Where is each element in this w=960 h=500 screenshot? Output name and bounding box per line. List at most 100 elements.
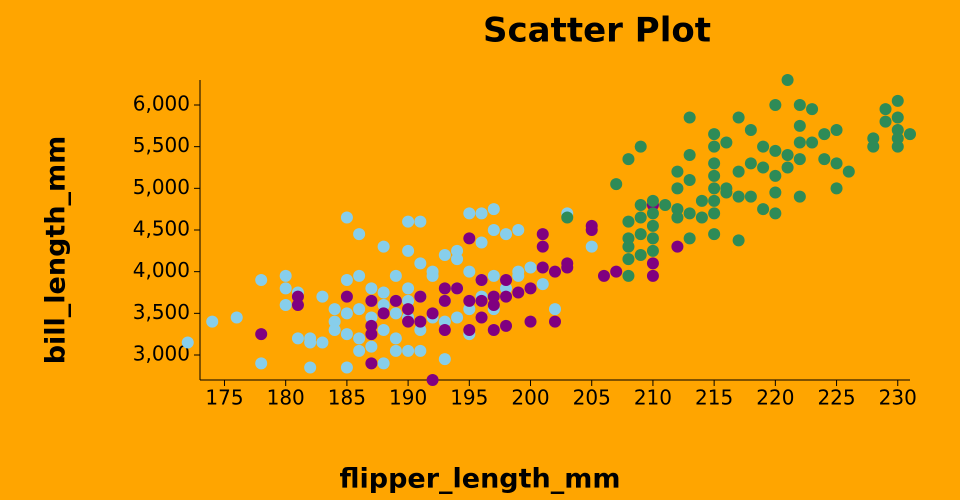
point xyxy=(340,274,353,286)
point xyxy=(536,278,549,291)
point xyxy=(634,228,647,241)
point xyxy=(867,140,880,153)
point xyxy=(487,324,500,336)
point xyxy=(475,311,488,324)
chart-title: Scatter Plot xyxy=(483,11,711,51)
point xyxy=(414,315,427,328)
x-tick-label: 180 xyxy=(267,386,305,410)
point xyxy=(500,282,513,295)
point xyxy=(671,240,684,253)
point xyxy=(732,165,745,178)
x-tick-label: 220 xyxy=(756,386,794,410)
point xyxy=(646,257,659,270)
point xyxy=(414,324,427,336)
point xyxy=(732,190,745,203)
point xyxy=(634,140,647,153)
point xyxy=(377,286,390,299)
point xyxy=(536,228,549,241)
point xyxy=(781,161,794,174)
point xyxy=(353,228,366,241)
point xyxy=(891,132,904,145)
point xyxy=(769,99,782,111)
point xyxy=(536,261,549,274)
point xyxy=(426,374,439,386)
point xyxy=(806,103,819,116)
point xyxy=(402,294,415,307)
point xyxy=(793,119,806,132)
point xyxy=(646,194,659,207)
point xyxy=(475,274,488,286)
point xyxy=(475,207,488,220)
point xyxy=(708,157,721,170)
point xyxy=(402,344,415,357)
point xyxy=(377,324,390,336)
point xyxy=(769,186,782,199)
point xyxy=(438,282,451,295)
point xyxy=(353,344,366,357)
y-tick-label: 4,500 xyxy=(133,217,190,241)
point xyxy=(377,240,390,253)
point xyxy=(708,228,721,241)
point xyxy=(463,232,476,245)
point xyxy=(414,215,427,228)
point xyxy=(402,282,415,295)
y-tick-label: 6,000 xyxy=(133,92,190,116)
point xyxy=(830,157,843,170)
point xyxy=(659,199,672,211)
point xyxy=(793,99,806,111)
point xyxy=(830,182,843,195)
point xyxy=(622,240,635,253)
point xyxy=(304,336,317,349)
point xyxy=(610,178,623,191)
point xyxy=(475,294,488,307)
point xyxy=(500,290,513,303)
point xyxy=(512,286,525,299)
point xyxy=(744,124,757,136)
point xyxy=(500,274,513,286)
point xyxy=(806,136,819,149)
point xyxy=(561,211,574,224)
point xyxy=(818,153,831,166)
point xyxy=(377,307,390,320)
point xyxy=(683,111,696,124)
point xyxy=(438,294,451,307)
x-tick-label: 190 xyxy=(389,386,427,410)
point xyxy=(291,290,304,303)
point xyxy=(561,261,574,274)
point xyxy=(622,215,635,228)
point xyxy=(487,203,500,216)
point xyxy=(695,194,708,207)
point xyxy=(646,207,659,220)
x-tick-label: 210 xyxy=(634,386,672,410)
point xyxy=(683,207,696,220)
point xyxy=(316,336,329,349)
point xyxy=(671,211,684,224)
point xyxy=(879,115,892,128)
point xyxy=(512,224,525,236)
point xyxy=(463,303,476,316)
point xyxy=(377,299,390,311)
point xyxy=(708,207,721,220)
point xyxy=(402,303,415,316)
point xyxy=(475,236,488,249)
point xyxy=(757,140,770,153)
point xyxy=(622,232,635,245)
x-axis-label: flipper_length_mm xyxy=(339,464,620,495)
point xyxy=(291,299,304,311)
point xyxy=(377,357,390,370)
x-tick-label: 185 xyxy=(328,386,366,410)
point xyxy=(671,165,684,178)
point xyxy=(463,324,476,336)
point xyxy=(389,344,402,357)
point xyxy=(414,344,427,357)
point xyxy=(353,332,366,345)
point xyxy=(451,282,464,295)
point xyxy=(438,324,451,336)
point xyxy=(891,140,904,153)
point xyxy=(622,253,635,266)
point xyxy=(365,319,378,332)
point xyxy=(708,194,721,207)
point xyxy=(732,234,745,247)
point xyxy=(402,315,415,328)
